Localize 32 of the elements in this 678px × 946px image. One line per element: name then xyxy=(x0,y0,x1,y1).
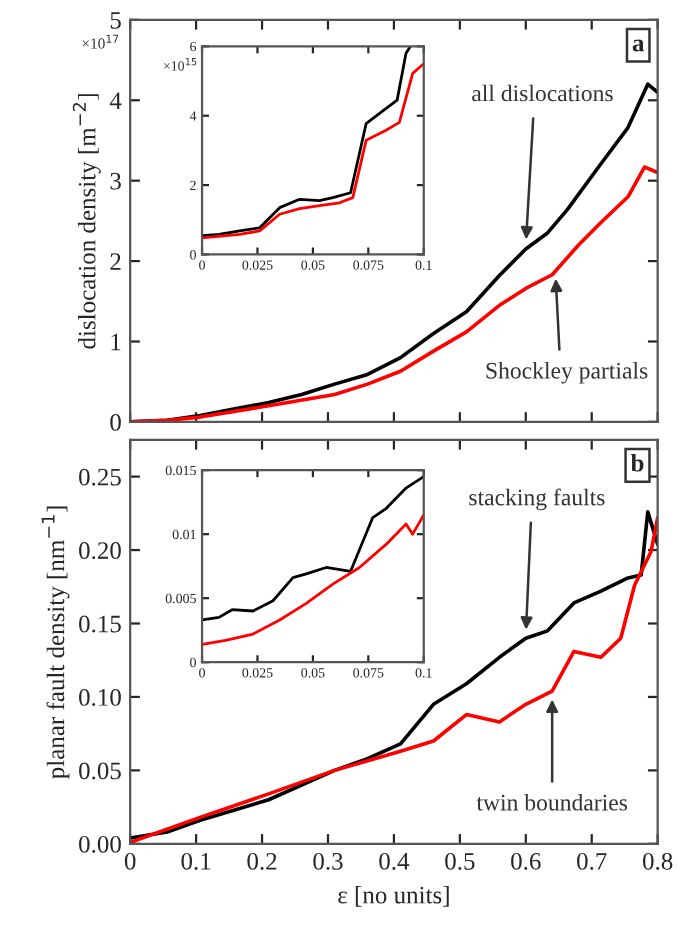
x-tick-label: 0.4 xyxy=(379,852,410,870)
x-tick-label: 0.3 xyxy=(313,852,343,870)
line-series xyxy=(202,513,424,646)
y-tick-label: 0.10 xyxy=(79,688,121,706)
x-axis-title: ε [no units] xyxy=(338,885,449,907)
y-axis-title: planar fault density [nm$^{−1}$] xyxy=(41,506,70,779)
annotation: b xyxy=(630,454,644,472)
y-tick-label: 5 xyxy=(110,12,121,29)
y-tick-label: 3 xyxy=(110,172,121,190)
y-tick-label: 2 xyxy=(110,253,121,270)
x-tick-label: 0.2 xyxy=(247,852,277,870)
y-tick-label: 0.05 xyxy=(79,762,121,780)
x-tick-label: 0 xyxy=(124,852,136,870)
annotation: stacking faults xyxy=(469,488,605,511)
y-tick-label: 0.20 xyxy=(79,542,121,560)
y-axis-title: dislocation density [m$^{−2}$] xyxy=(72,94,101,349)
line-series xyxy=(202,475,424,622)
x-tick-label: 0.5 xyxy=(445,852,475,870)
x-tick-label: 0.1 xyxy=(181,852,211,870)
y-tick-label: 0.00 xyxy=(79,835,121,853)
y-tick-label: 4 xyxy=(109,92,122,109)
annotation: Shockley partials xyxy=(486,362,648,384)
annotation: twin boundaries xyxy=(476,794,628,811)
y-tick-label: 0.25 xyxy=(79,468,121,486)
y-tick-label: 0.15 xyxy=(79,615,121,633)
annotation: a xyxy=(632,39,645,52)
y-tick-label: 0 xyxy=(110,413,121,431)
x-tick-label: 0.6 xyxy=(511,852,541,870)
x-tick-label: 0.8 xyxy=(642,852,673,870)
x-tick-label: 0.7 xyxy=(577,852,607,870)
y-tick-label: 1 xyxy=(111,333,121,351)
annotation: all dislocations xyxy=(472,84,613,102)
